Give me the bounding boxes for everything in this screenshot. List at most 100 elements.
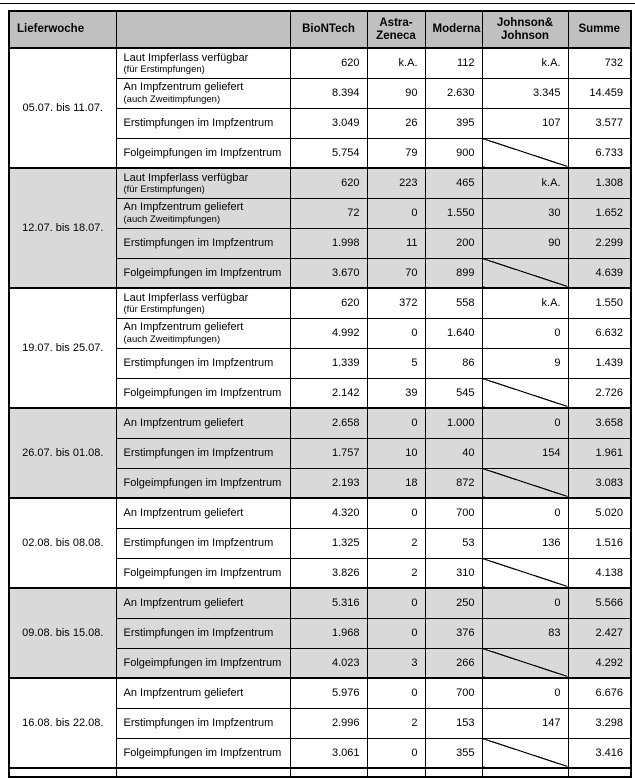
value-cell-johnson_johnson: 136 — [481, 527, 569, 559]
value-cell-johnson_johnson: 0 — [481, 407, 569, 439]
metric-label-cell: An Impfzentrum geliefert — [115, 497, 291, 529]
crossed-out-cell-johnson_johnson — [481, 647, 569, 679]
metric-label-cell: An Impfzentrum geliefert — [115, 407, 291, 439]
value-cell-biontech: 3.049 — [289, 107, 368, 139]
table-header: Lieferwoche BioNTech Astra- Zeneca Moder… — [8, 10, 632, 49]
metric-sublabel: (für Erstimpfungen) — [123, 304, 205, 315]
value-cell-biontech: 2.996 — [289, 707, 368, 739]
value-cell-moderna: 558 — [424, 287, 483, 319]
value-cell-summe: 6.676 — [567, 677, 632, 709]
value-cell-moderna: 1.000 — [424, 407, 483, 439]
value-cell-astrazeneca: 0 — [366, 677, 426, 709]
value-cell-astrazeneca: 26 — [366, 107, 426, 139]
value-cell-moderna: 700 — [424, 677, 483, 709]
metric-label-cell: Erstimpfungen im Impfzentrum — [115, 437, 291, 469]
col-header-biontech: BioNTech — [289, 10, 368, 49]
table-row: 26.07. bis 01.08. An Impfzentrum geliefer… — [8, 407, 632, 499]
crossed-out-cell-johnson_johnson — [481, 257, 569, 289]
week-label: 02.08. bis 08.08. — [8, 497, 117, 589]
value-cell-summe: 732 — [567, 47, 632, 79]
col-header-moderna: Moderna — [424, 10, 483, 49]
table-row: 12.07. bis 18.07. Laut Impferlass verfügb… — [8, 167, 632, 289]
value-cell-biontech: 4.023 — [289, 647, 368, 679]
table-row: Erstimpfungen im Impfzentrum 1.998 11 200 90… — [9, 227, 632, 259]
value-cell-johnson_johnson: 154 — [481, 437, 569, 469]
value-cell-biontech: 2.658 — [289, 407, 368, 439]
value-cell-moderna: 899 — [424, 257, 483, 289]
table-row: 05.07. bis 11.07. Laut Impferlass verfügb… — [8, 47, 632, 169]
week-group: 26.07. bis 01.08. An Impfzentrum geliefer… — [8, 407, 632, 499]
partial-cell — [424, 767, 483, 778]
table-row: 02.08. bis 08.08. An Impfzentrum geliefer… — [8, 497, 632, 589]
value-cell-johnson_johnson: 9 — [481, 347, 569, 379]
value-cell-astrazeneca: 90 — [366, 77, 426, 109]
value-cell-astrazeneca: 2 — [366, 527, 426, 559]
metric-label: An Impfzentrum geliefert — [123, 201, 244, 214]
metric-label: Folgeimpfungen im Impfzentrum — [123, 476, 282, 489]
value-cell-summe: 4.138 — [567, 557, 632, 589]
partial-row — [8, 767, 632, 778]
page-top-rule — [0, 3, 635, 4]
crossed-out-cell-johnson_johnson — [481, 377, 569, 409]
value-cell-johnson_johnson: 3.345 — [481, 77, 569, 109]
week-group: 12.07. bis 18.07. Laut Impferlass verfügb… — [8, 167, 632, 289]
partial-next-week-group — [8, 767, 632, 778]
value-cell-biontech: 72 — [289, 197, 368, 229]
table-row: Erstimpfungen im Impfzentrum 1.325 2 53 136 1… — [9, 527, 632, 559]
value-cell-biontech: 2.142 — [289, 377, 368, 409]
value-cell-summe: 2.726 — [567, 377, 632, 409]
week-label: 19.07. bis 25.07. — [8, 287, 117, 409]
week-group: 16.08. bis 22.08. An Impfzentrum geliefer… — [8, 677, 632, 769]
value-cell-astrazeneca: 372 — [366, 287, 426, 319]
week-group: 09.08. bis 15.08. An Impfzentrum geliefer… — [8, 587, 632, 679]
metric-label: Laut Impferlass verfügbar — [123, 51, 249, 64]
value-cell-summe: 5.566 — [567, 587, 632, 619]
value-cell-biontech: 5.976 — [289, 677, 368, 709]
metric-label: Folgeimpfungen im Impfzentrum — [123, 746, 282, 759]
metric-label: Erstimpfungen im Impfzentrum — [123, 116, 274, 129]
value-cell-johnson_johnson: 83 — [481, 617, 569, 649]
value-cell-moderna: 1.550 — [424, 197, 483, 229]
week-label: 05.07. bis 11.07. — [8, 47, 117, 169]
metric-label: Folgeimpfungen im Impfzentrum — [123, 266, 282, 279]
metric-label-cell: Laut Impferlass verfügbar (für Erstimpfun… — [115, 167, 291, 199]
value-cell-moderna: 250 — [424, 587, 483, 619]
table-row: Folgeimpfungen im Impfzentrum 5.754 79 900 6… — [9, 137, 632, 169]
metric-label: Erstimpfungen im Impfzentrum — [123, 236, 274, 249]
value-cell-summe: 5.020 — [567, 497, 632, 529]
value-cell-biontech: 3.670 — [289, 257, 368, 289]
value-cell-johnson_johnson: 0 — [481, 677, 569, 709]
value-cell-biontech: 8.394 — [289, 77, 368, 109]
metric-label: An Impfzentrum geliefert — [123, 81, 244, 94]
metric-label-cell: Folgeimpfungen im Impfzentrum — [115, 257, 291, 289]
table-row: 16.08. bis 22.08. An Impfzentrum geliefer… — [8, 677, 632, 769]
metric-sublabel: (für Erstimpfungen) — [123, 64, 205, 75]
crossed-out-cell-johnson_johnson — [481, 137, 569, 169]
metric-label-cell: An Impfzentrum geliefert — [115, 677, 291, 709]
value-cell-summe: 2.427 — [567, 617, 632, 649]
value-cell-johnson_johnson: 0 — [481, 587, 569, 619]
table-row: 19.07. bis 25.07. Laut Impferlass verfügb… — [8, 287, 632, 409]
week-group: 02.08. bis 08.08. An Impfzentrum geliefer… — [8, 497, 632, 589]
value-cell-summe: 1.652 — [567, 197, 632, 229]
value-cell-astrazeneca: 2 — [366, 707, 426, 739]
crossed-out-cell-johnson_johnson — [481, 737, 569, 769]
value-cell-johnson_johnson: k.A. — [481, 47, 569, 79]
value-cell-summe: 3.416 — [567, 737, 632, 769]
value-cell-summe: 1.516 — [567, 527, 632, 559]
value-cell-biontech: 3.826 — [289, 557, 368, 589]
table-row: Erstimpfungen im Impfzentrum 1.339 5 86 9 1.4… — [9, 347, 632, 379]
value-cell-astrazeneca: 18 — [366, 467, 426, 499]
week-label: 26.07. bis 01.08. — [8, 407, 117, 499]
metric-label: Folgeimpfungen im Impfzentrum — [123, 566, 282, 579]
value-cell-summe: 14.459 — [567, 77, 632, 109]
value-cell-moderna: 153 — [424, 707, 483, 739]
metric-label: An Impfzentrum geliefert — [123, 507, 244, 519]
table-row: Erstimpfungen im Impfzentrum 1.757 10 40 154… — [9, 437, 632, 469]
metric-sublabel: (auch Zweitimpfungen) — [123, 93, 221, 105]
value-cell-astrazeneca: 39 — [366, 377, 426, 409]
value-cell-summe: 2.299 — [567, 227, 632, 259]
value-cell-astrazeneca: 11 — [366, 227, 426, 259]
value-cell-biontech: 4.320 — [289, 497, 368, 529]
